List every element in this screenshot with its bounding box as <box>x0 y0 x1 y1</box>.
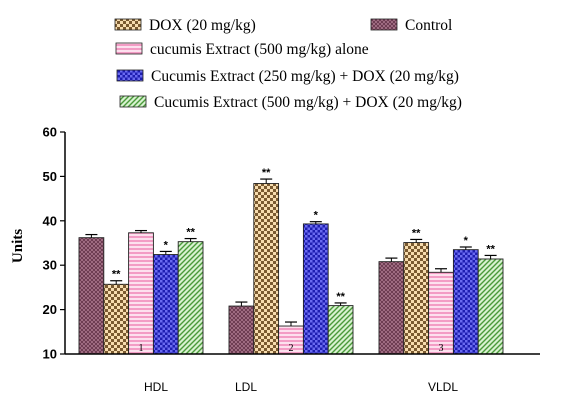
legend-swatch <box>119 95 147 108</box>
y-tick-label: 50 <box>43 169 57 184</box>
legend-swatch <box>115 42 143 55</box>
y-tick-label: 30 <box>43 258 57 273</box>
bar <box>428 271 454 355</box>
bar <box>378 261 405 355</box>
legend-swatch <box>114 18 142 31</box>
significance-label: ** <box>336 291 345 303</box>
group-number: 2 <box>289 343 294 354</box>
bar <box>327 305 354 355</box>
group-number: 1 <box>139 343 144 354</box>
bar <box>177 241 204 355</box>
legend-label: Control <box>405 17 452 34</box>
y-axis-label: Units <box>10 229 26 263</box>
bar <box>103 283 130 355</box>
legend-label: Cucumis Extract (250 mg/kg) + DOX (20 mg… <box>151 68 459 85</box>
significance-label: ** <box>112 269 121 281</box>
bar <box>128 232 154 355</box>
legend-label: cucumis Extract (500 mg/kg) alone <box>150 41 369 58</box>
legend-item: cucumis Extract (500 mg/kg) alone <box>115 41 369 58</box>
bar <box>403 242 430 355</box>
significance-label: ** <box>486 243 495 255</box>
bar <box>452 249 479 355</box>
legend-label: DOX (20 mg/kg) <box>149 17 256 34</box>
legend-swatch <box>370 18 398 31</box>
significance-label: * <box>164 239 169 251</box>
bar <box>228 305 255 355</box>
bar <box>302 223 329 355</box>
bar <box>477 258 504 355</box>
x-category-label: HDL <box>144 380 168 394</box>
significance-label: * <box>314 210 319 222</box>
legend: DOX (20 mg/kg) Control cucumis Extract (50… <box>114 17 462 111</box>
y-tick-label: 60 <box>43 125 57 140</box>
significance-label: ** <box>262 167 271 179</box>
bar <box>78 237 105 355</box>
bar <box>152 254 179 355</box>
legend-item: Cucumis Extract (500 mg/kg) + DOX (20 mg… <box>119 94 462 111</box>
legend-label: Cucumis Extract (500 mg/kg) + DOX (20 mg… <box>154 94 462 111</box>
legend-swatch <box>116 69 144 82</box>
group-number: 3 <box>439 343 444 354</box>
y-tick-label: 10 <box>43 347 57 362</box>
legend-item: Control <box>370 17 452 34</box>
y-tick-label: 20 <box>43 302 57 317</box>
significance-label: * <box>464 235 469 247</box>
x-category-label: VLDL <box>428 380 458 394</box>
significance-label: ** <box>412 227 421 239</box>
x-category-label: LDL <box>235 380 257 394</box>
legend-item: DOX (20 mg/kg) <box>114 17 256 34</box>
significance-label: ** <box>186 227 195 239</box>
bar <box>253 183 280 355</box>
legend-item: Cucumis Extract (250 mg/kg) + DOX (20 mg… <box>116 68 459 85</box>
y-tick-label: 40 <box>43 213 57 228</box>
